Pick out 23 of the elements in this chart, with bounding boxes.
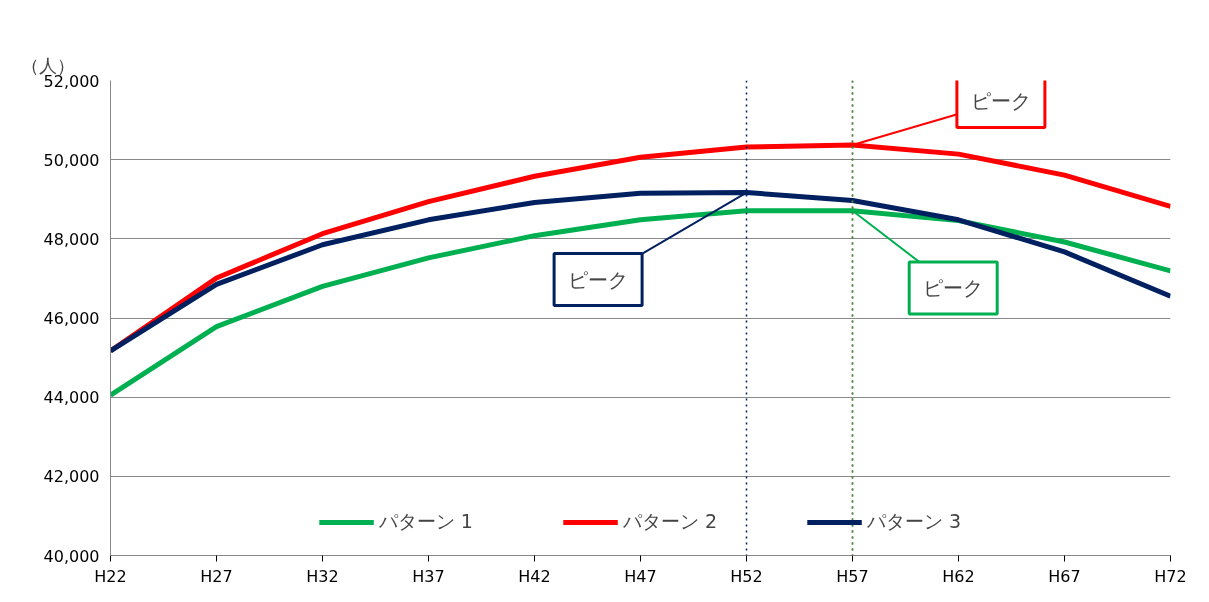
y-tick-label: 44,000 (43, 388, 100, 408)
x-tick-label: H37 (412, 566, 445, 586)
x-tick-label: H22 (94, 566, 127, 586)
legend-label: パターン 3 (867, 509, 962, 534)
x-tick-label: H62 (942, 566, 975, 586)
x-tick-label: H32 (306, 566, 339, 586)
annotation: ピーク (568, 267, 629, 292)
y-tick-label: 50,000 (43, 150, 100, 170)
y-tick-label: 46,000 (43, 309, 100, 328)
x-tick-label: H72 (1154, 566, 1187, 586)
annotation: ピーク (970, 89, 1031, 114)
x-tick-label: H67 (1048, 566, 1081, 586)
legend-label: パターン 2 (622, 509, 718, 534)
x-tick-label: H27 (200, 566, 233, 586)
x-tick-label: H42 (518, 566, 551, 586)
y-tick-label: 42,000 (43, 467, 100, 487)
x-tick-label: H57 (836, 566, 869, 586)
x-tick-label: H52 (730, 566, 763, 586)
annotation: ピーク (923, 275, 984, 300)
legend-label: パターン 1 (378, 509, 473, 534)
x-tick-label: H47 (624, 566, 657, 586)
y-tick-label: 48,000 (43, 229, 100, 249)
y-tick-label: 40,000 (43, 546, 100, 566)
